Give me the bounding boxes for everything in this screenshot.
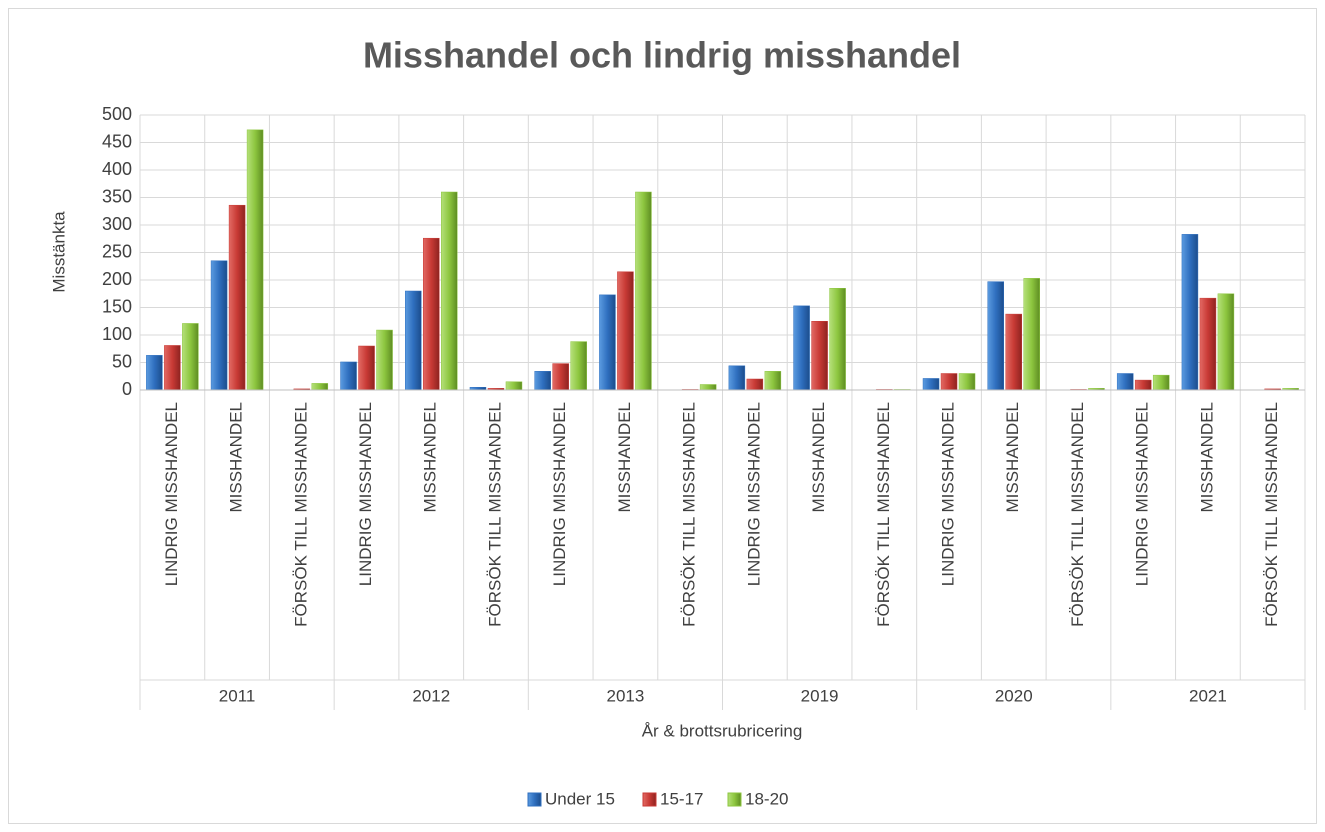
bar <box>1005 313 1022 391</box>
x-tick-label: FÖRSÖK TILL MISSHANDEL <box>1262 402 1281 627</box>
bar <box>811 321 828 391</box>
y-tick-label: 150 <box>102 296 132 316</box>
bar <box>164 345 181 391</box>
x-tick-label: MISSHANDEL <box>421 402 440 513</box>
y-tick-label: 450 <box>102 131 132 151</box>
group-label: 2019 <box>801 686 839 705</box>
x-tick-label: MISSHANDEL <box>1197 402 1216 513</box>
bar <box>423 237 440 391</box>
bar <box>376 329 393 391</box>
bar <box>940 373 958 391</box>
bar <box>958 373 976 391</box>
bar <box>699 384 717 391</box>
x-tick-label: LINDRIG MISSHANDEL <box>356 402 375 586</box>
group-label: 2021 <box>1189 686 1227 705</box>
x-axis-title: År & brottsrubricering <box>642 721 803 740</box>
bar <box>1023 278 1040 391</box>
y-tick-label: 400 <box>102 159 132 179</box>
bar <box>552 363 569 391</box>
x-tick-label: LINDRIG MISSHANDEL <box>939 402 958 586</box>
bar <box>599 294 616 391</box>
bar <box>793 305 810 391</box>
group-label: 2013 <box>607 686 645 705</box>
x-tick-label: LINDRIG MISSHANDEL <box>1133 402 1152 586</box>
bar <box>534 371 551 391</box>
bar <box>246 129 264 391</box>
bar <box>1116 373 1134 391</box>
bar <box>987 281 1004 391</box>
y-tick-label: 300 <box>102 214 132 234</box>
bar <box>1199 297 1217 391</box>
bar <box>311 383 329 391</box>
x-tick-label: LINDRIG MISSHANDEL <box>744 402 763 586</box>
x-tick-label: MISSHANDEL <box>615 402 634 513</box>
bar <box>441 191 458 391</box>
x-tick-label: MISSHANDEL <box>1003 402 1022 513</box>
bar <box>228 204 246 391</box>
bar <box>617 271 634 391</box>
bar <box>1217 293 1235 391</box>
group-label: 2011 <box>219 686 256 705</box>
x-tick-label: FÖRSÖK TILL MISSHANDEL <box>1068 402 1087 627</box>
group-label: 2020 <box>995 686 1033 705</box>
x-tick-label: FÖRSÖK TILL MISSHANDEL <box>874 402 893 627</box>
y-tick-label: 100 <box>102 324 132 344</box>
x-tick-label: FÖRSÖK TILL MISSHANDEL <box>680 402 699 627</box>
x-tick-label: FÖRSÖK TILL MISSHANDEL <box>291 402 310 627</box>
bar <box>358 345 375 391</box>
legend-label: 18-20 <box>745 789 788 808</box>
bar <box>1181 234 1199 391</box>
bar <box>635 191 652 391</box>
bar <box>728 365 746 391</box>
bar <box>746 378 764 391</box>
bar <box>764 371 782 391</box>
y-tick-label: 0 <box>122 379 132 399</box>
legend-swatch <box>642 792 657 807</box>
chart-title: Misshandel och lindrig misshandel <box>363 35 961 76</box>
bar <box>1134 379 1152 391</box>
bar <box>210 260 228 391</box>
x-tick-label: FÖRSÖK TILL MISSHANDEL <box>485 402 504 627</box>
y-axis-title: Misstänkta <box>49 211 68 293</box>
legend-label: Under 15 <box>545 789 615 808</box>
bar <box>182 323 199 391</box>
chart-border <box>8 8 1317 824</box>
x-tick-label: LINDRIG MISSHANDEL <box>550 402 569 586</box>
bar <box>1152 374 1170 391</box>
y-tick-label: 200 <box>102 269 132 289</box>
y-tick-label: 350 <box>102 186 132 206</box>
x-tick-label: MISSHANDEL <box>809 402 828 513</box>
y-tick-label: 250 <box>102 241 132 261</box>
bar <box>505 381 523 391</box>
bar <box>405 290 422 391</box>
x-tick-label: LINDRIG MISSHANDEL <box>162 402 181 586</box>
y-tick-label: 500 <box>102 104 132 124</box>
legend-label: 15-17 <box>660 789 703 808</box>
legend-swatch <box>527 792 542 807</box>
group-label: 2012 <box>412 686 450 705</box>
bar <box>922 378 940 391</box>
y-tick-label: 50 <box>112 351 132 371</box>
bar <box>340 361 357 391</box>
bar <box>829 288 846 391</box>
x-tick-label: MISSHANDEL <box>227 402 246 513</box>
legend-swatch <box>727 792 742 807</box>
bar <box>146 355 163 391</box>
bar <box>570 341 587 391</box>
